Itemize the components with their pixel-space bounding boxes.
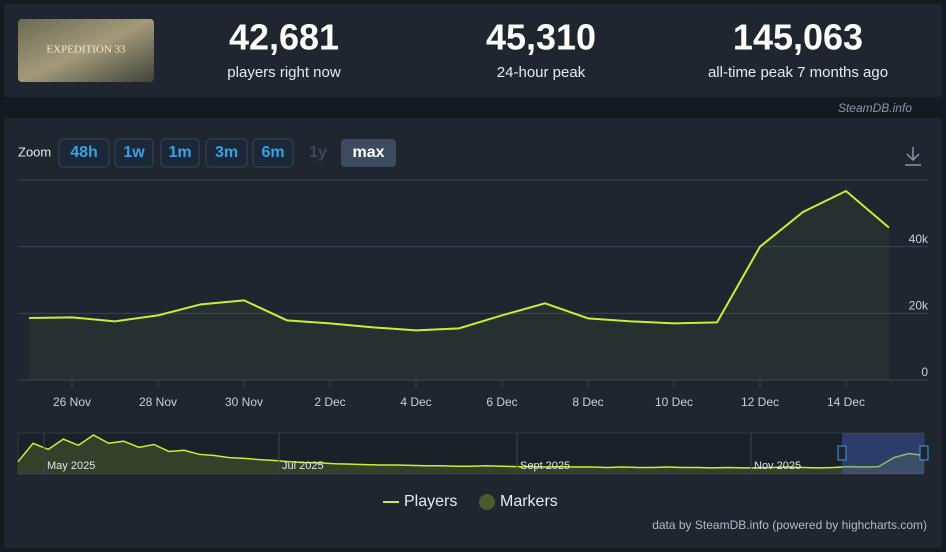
- navigator-label: Nov 2025: [754, 460, 801, 472]
- x-tick-label: 2 Dec: [314, 395, 345, 409]
- stat-value: 145,063: [733, 17, 863, 58]
- zoom-button-label[interactable]: 1m: [168, 144, 191, 161]
- navigator-label: May 2025: [47, 460, 95, 472]
- stat-label: all-time peak 7 months ago: [708, 64, 888, 81]
- x-tick-label: 10 Dec: [655, 395, 693, 409]
- zoom-button-label[interactable]: max: [352, 144, 384, 161]
- x-tick-label: 4 Dec: [400, 395, 431, 409]
- x-tick-label: 14 Dec: [827, 395, 865, 409]
- x-tick-label: 6 Dec: [486, 395, 517, 409]
- watermark: SteamDB.info: [838, 101, 912, 115]
- zoom-button[interactable]: [205, 138, 248, 168]
- game-thumbnail: [18, 19, 154, 82]
- navigator-handle[interactable]: [919, 445, 929, 461]
- x-tick-label: 28 Nov: [139, 395, 177, 409]
- x-tick-label: 30 Nov: [225, 395, 263, 409]
- zoom-label: Zoom: [18, 144, 51, 159]
- credit: data by SteamDB.info (powered by highcha…: [652, 518, 927, 532]
- x-tick-label: 12 Dec: [741, 395, 779, 409]
- stat-label: players right now: [227, 64, 341, 81]
- stats-panel: [4, 4, 942, 97]
- y-tick-label: 20k: [909, 299, 929, 313]
- legend-label[interactable]: Markers: [500, 493, 558, 510]
- navigator-selection[interactable]: [842, 433, 924, 474]
- download-icon[interactable]: [905, 147, 921, 166]
- navigator-label: Sept 2025: [520, 460, 570, 472]
- x-tick-label: 8 Dec: [572, 395, 603, 409]
- zoom-button-label[interactable]: 6m: [261, 144, 284, 161]
- zoom-button-label: 1y: [309, 144, 327, 161]
- navigator-handle[interactable]: [837, 445, 847, 461]
- zoom-button-label[interactable]: 1w: [123, 144, 145, 161]
- zoom-button-label[interactable]: 3m: [215, 144, 238, 161]
- zoom-button[interactable]: [58, 138, 110, 168]
- x-tick-label: 26 Nov: [53, 395, 91, 409]
- navigator-area: [18, 435, 924, 474]
- stat-label: 24-hour peak: [497, 64, 586, 81]
- thumbnail-title: EXPEDITION 33: [46, 44, 126, 56]
- zoom-button-label[interactable]: 48h: [70, 144, 98, 161]
- line: [28, 189, 890, 332]
- zoom-button[interactable]: [341, 139, 396, 167]
- navigator-line: [17, 434, 925, 469]
- zoom-button[interactable]: [114, 138, 154, 168]
- y-tick-label: 40k: [909, 232, 929, 246]
- zoom-button[interactable]: [252, 138, 294, 168]
- navigator-label: Jul 2025: [282, 460, 324, 472]
- legend-marker: [479, 494, 495, 510]
- legend-label[interactable]: Players: [404, 493, 457, 510]
- zoom-button[interactable]: [160, 138, 200, 168]
- y-tick-label: 0: [921, 365, 928, 379]
- stat-value: 42,681: [229, 17, 339, 58]
- stat-value: 45,310: [486, 17, 596, 58]
- area: [29, 191, 889, 380]
